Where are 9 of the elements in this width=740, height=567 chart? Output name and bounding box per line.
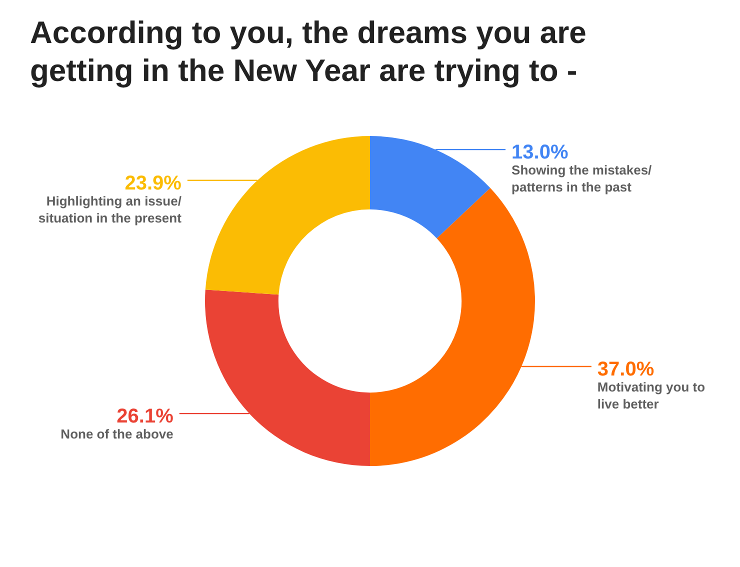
chart-title: According to you, the dreams you are getting in the New Year are trying to - — [30, 15, 586, 88]
slice-label: Motivating you to live better — [597, 380, 706, 412]
slice-label: None of the above — [60, 426, 174, 442]
slice-label: Showing the mistakes/ patterns in the past — [512, 162, 652, 195]
data-label: 23.9% — [124, 172, 182, 194]
data-label: 13.0% — [512, 142, 568, 164]
slice-label: Highlighting an issue/ situation in the present — [38, 193, 182, 226]
data-label: 37.0% — [597, 358, 654, 381]
data-label: 26.1% — [116, 406, 174, 428]
